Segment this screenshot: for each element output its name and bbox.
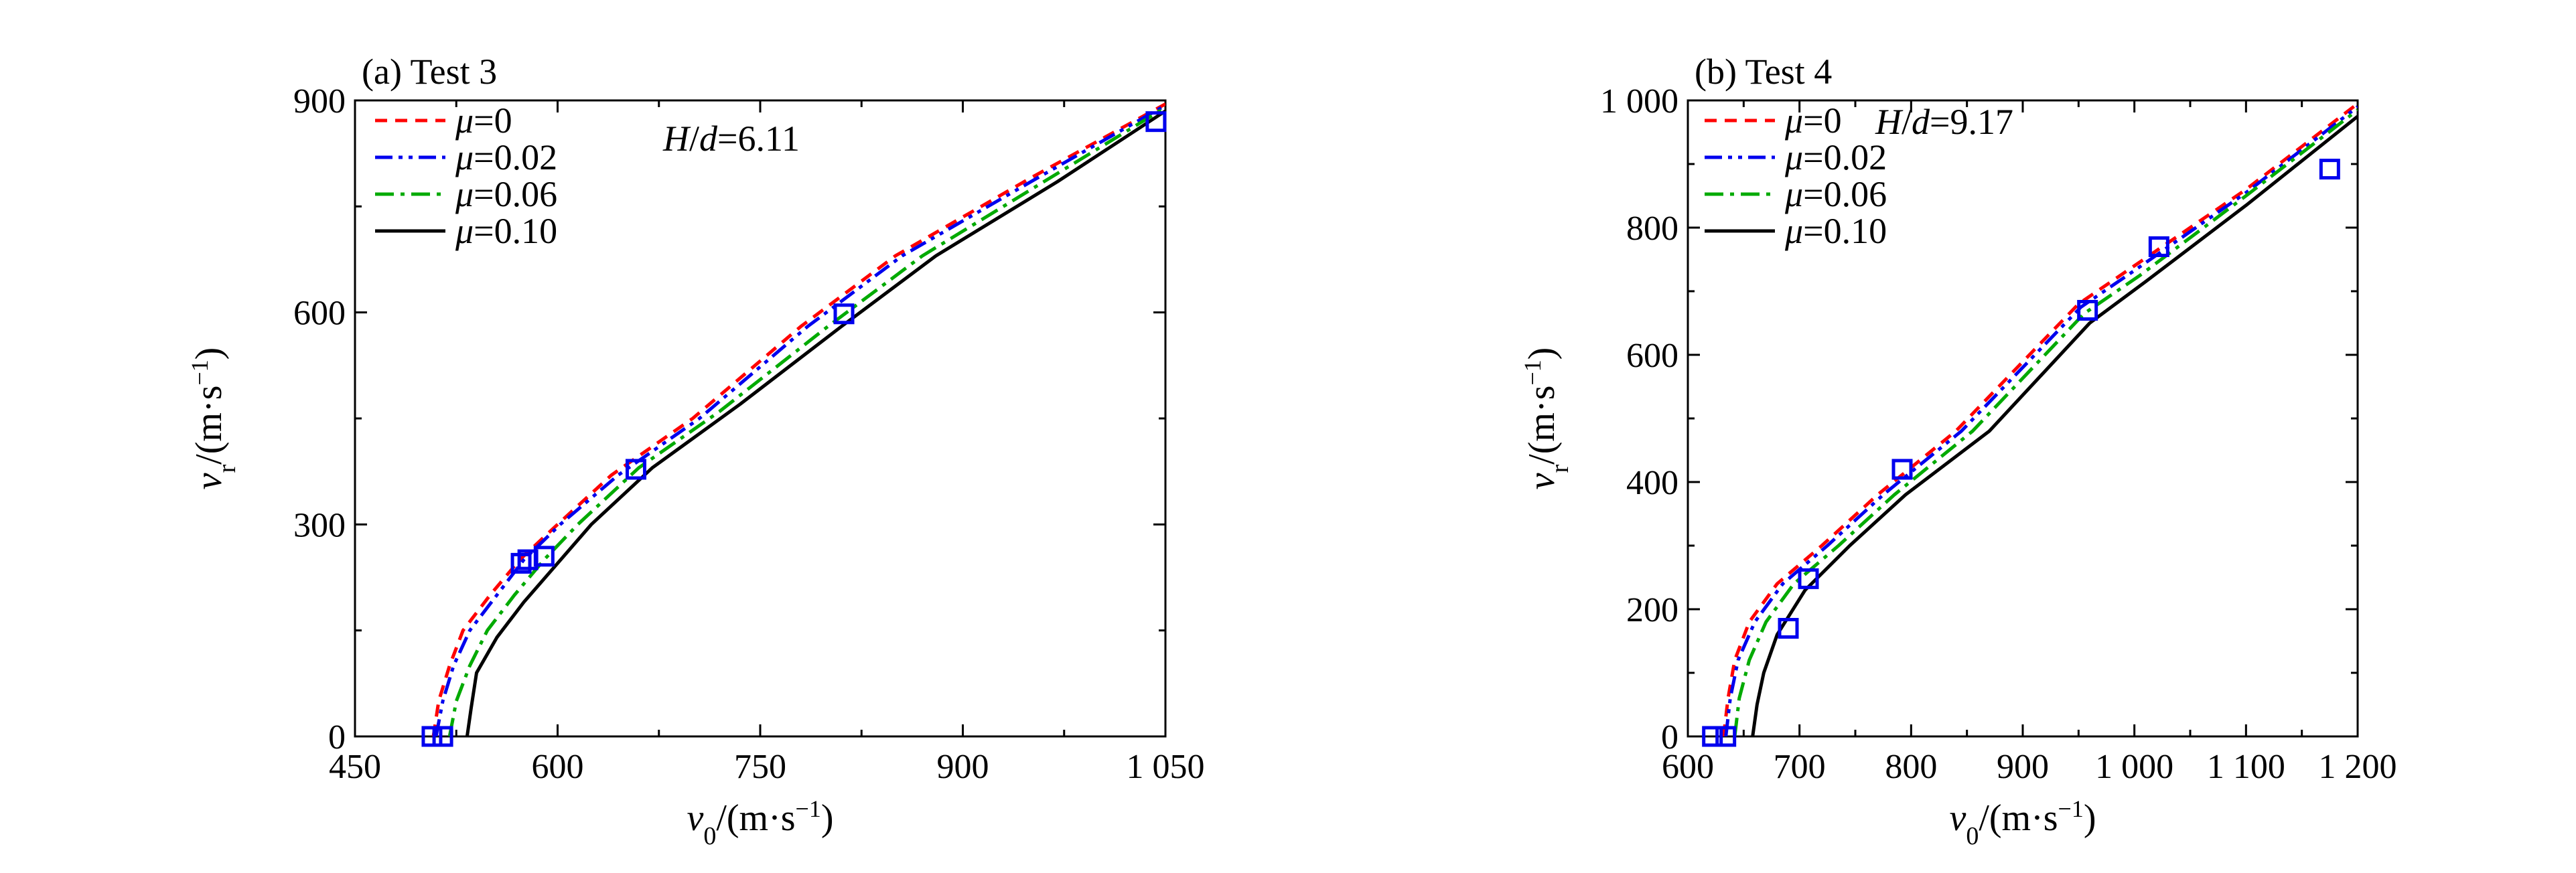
x-axis-title: v0/(m·s−1) [687, 795, 833, 850]
y-tick-label: 900 [293, 82, 346, 121]
data-marker [1798, 568, 1819, 589]
data-marker [421, 726, 443, 747]
x-tick-label: 900 [1997, 748, 2049, 786]
y-tick-label: 800 [1626, 210, 1678, 248]
plot-area [431, 102, 1165, 736]
series-line-3 [1751, 114, 2358, 736]
series-line-0 [431, 102, 1165, 736]
y-tick-label: 0 [328, 718, 346, 757]
annotation-text: H/d=9.17 [1875, 102, 2013, 142]
y-tick-label: 200 [1626, 591, 1678, 629]
panel-title: (a) Test 3 [362, 52, 497, 92]
data-marker [1145, 111, 1167, 133]
y-axis-title: vr/(m·s−1) [186, 347, 241, 490]
panel-b: (b) Test 4 600 700 800 900 1 000 1 100 1 200 0 20… [1519, 52, 2397, 850]
x-tick-label: 1 050 [1127, 748, 1205, 786]
y-axis-title: vr/(m·s−1) [1519, 347, 1574, 490]
legend-label: μ=0.02 [455, 137, 557, 177]
x-tick-label: 800 [1885, 748, 1937, 786]
legend-label: μ=0 [1784, 100, 1842, 141]
x-tick-label: 450 [329, 748, 381, 786]
legend: μ=0μ=0.02μ=0.06μ=0.10 [375, 100, 557, 251]
data-marker [1778, 618, 1799, 639]
series-line-2 [1733, 108, 2358, 736]
y-tick-label: 1 000 [1600, 82, 1678, 121]
series-line-2 [447, 106, 1165, 736]
y-tick-label: 0 [1661, 718, 1678, 757]
legend-label: μ=0.02 [1784, 137, 1887, 177]
y-tick-label: 600 [293, 295, 346, 333]
series-line-3 [465, 109, 1165, 736]
legend-label: μ=0.10 [455, 211, 557, 251]
legend: μ=0μ=0.02μ=0.06μ=0.10 [1705, 100, 1887, 251]
data-marker [432, 726, 453, 747]
legend-label: μ=0 [455, 100, 512, 141]
panel-title: (b) Test 4 [1695, 52, 1832, 92]
data-marker [510, 552, 532, 574]
data-marker [625, 459, 646, 480]
data-marker [833, 303, 855, 325]
y-tick-label: 400 [1626, 464, 1678, 502]
annotation-text: H/d=6.11 [662, 118, 800, 159]
x-tick-label: 1 200 [2319, 748, 2397, 786]
x-tick-label: 1 100 [2207, 748, 2285, 786]
data-marker [1702, 726, 1723, 747]
data-marker [533, 546, 555, 567]
x-axis-title: v0/(m·s−1) [1949, 795, 2096, 850]
data-marker [2148, 236, 2169, 257]
data-marker [1891, 459, 1913, 480]
data-marker [2077, 300, 2098, 321]
legend-label: μ=0.10 [1784, 211, 1887, 251]
x-tick-label: 700 [1774, 748, 1826, 786]
x-tick-label: 600 [532, 748, 584, 786]
data-marker [2319, 159, 2340, 180]
legend-label: μ=0.06 [1784, 174, 1887, 214]
series-line-1 [434, 104, 1165, 736]
y-tick-label: 300 [293, 506, 346, 544]
x-tick-label: 600 [1662, 748, 1714, 786]
x-tick-label: 750 [734, 748, 786, 786]
legend-label: μ=0.06 [455, 174, 557, 214]
series-line-0 [1721, 102, 2358, 736]
panel-a: (a) Test 3 450 600 750 900 1 050 0 300 600 900 v0/… [186, 52, 1205, 850]
data-marker [1715, 726, 1737, 747]
x-tick-label: 900 [937, 748, 989, 786]
x-tick-label: 1 000 [2095, 748, 2173, 786]
y-tick-label: 600 [1626, 337, 1678, 375]
